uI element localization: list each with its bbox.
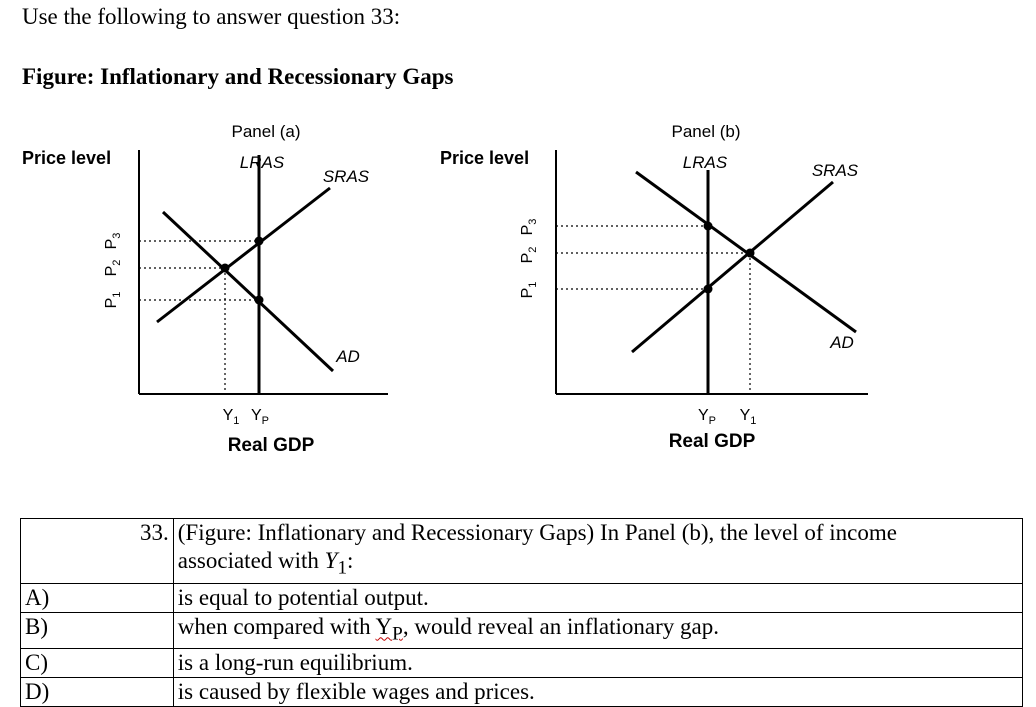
- option-row-c[interactable]: C) is a long-run equilibrium.: [20, 648, 1024, 679]
- svg-text:P1: P1: [103, 292, 123, 309]
- panel-a-sras-label: SRAS: [323, 167, 370, 186]
- panel-a-title: Panel (a): [232, 122, 301, 141]
- panel-a-p2-label: P2: [103, 260, 123, 277]
- panel-a-p1-label: P1: [103, 292, 123, 309]
- panel-b-lras-ad-point: [703, 221, 713, 231]
- panel-a-y1-label: Y1: [223, 407, 240, 427]
- panel-a-ylabel: Price level: [22, 148, 111, 168]
- option-text-a[interactable]: is equal to potential output.: [172, 582, 1024, 613]
- panel-b-p2-label: P2: [519, 247, 539, 264]
- panel-b-p3-label: P3: [519, 219, 539, 236]
- panel-a: Panel (a) Price level LRAS SRAS AD P3 P2…: [22, 122, 388, 456]
- panel-b-sras-line: [631, 180, 834, 354]
- panel-b-y1-label: Y1: [740, 407, 757, 427]
- stem-variable: Y: [324, 548, 338, 573]
- figure-title: Figure: Inflationary and Recessionary Ga…: [22, 64, 454, 89]
- option-b-variable: YP: [375, 613, 403, 645]
- svg-text:P1: P1: [519, 282, 539, 299]
- question-number: 33.: [20, 518, 174, 584]
- option-row-d[interactable]: D) is caused by flexible wages and price…: [20, 677, 1024, 707]
- option-letter-a[interactable]: A): [20, 582, 174, 613]
- question-stem-row: 33. (Figure: Inflationary and Recessiona…: [20, 518, 1024, 584]
- panel-b-sras-label: SRAS: [812, 161, 859, 180]
- panel-a-lras-label: LRAS: [240, 153, 285, 172]
- option-letter-b[interactable]: B): [20, 611, 174, 650]
- panel-b-equilibrium-point: [745, 248, 755, 258]
- svg-text:P2: P2: [103, 260, 123, 277]
- option-row-b[interactable]: B) when compared with YP, would reveal a…: [20, 611, 1024, 650]
- panel-a-yp-label: YP: [251, 407, 269, 427]
- panel-b-lras-label: LRAS: [683, 153, 728, 172]
- panel-b-p1-label: P1: [519, 282, 539, 299]
- option-b-suffix: , would reveal an inflationary gap.: [402, 613, 719, 639]
- svg-text:P3: P3: [103, 233, 123, 250]
- stem-suffix: :: [347, 548, 354, 573]
- stem-subscript: 1: [337, 557, 348, 579]
- panel-a-xlabel: Real GDP: [228, 435, 315, 456]
- panel-a-equilibrium-point: [220, 263, 230, 273]
- question-table: 33. (Figure: Inflationary and Recessiona…: [20, 518, 1024, 707]
- panel-a-sras-line: [156, 186, 331, 324]
- option-b-prefix: when compared with: [177, 613, 376, 639]
- panel-a-p3-label: P3: [103, 233, 123, 250]
- panel-b-title: Panel (b): [672, 122, 741, 141]
- panel-a-ad-line: [161, 210, 335, 373]
- option-letter-c[interactable]: C): [20, 648, 174, 679]
- option-text-d[interactable]: is caused by flexible wages and prices.: [172, 677, 1024, 707]
- stem-line-1: (Figure: Inflationary and Recessionary G…: [177, 520, 897, 545]
- panel-b: Panel (b) Price level LRAS SRAS AD P3 P2…: [440, 122, 868, 452]
- figure-panels: Panel (a) Price level LRAS SRAS AD P3 P2…: [22, 122, 868, 456]
- intro-text: Use the following to answer question 33:: [22, 4, 401, 29]
- option-row-a[interactable]: A) is equal to potential output.: [20, 582, 1024, 613]
- option-text-b[interactable]: when compared with YP, would reveal an i…: [172, 611, 1024, 650]
- stem-line-2-prefix: associated with: [177, 548, 325, 573]
- question-stem: (Figure: Inflationary and Recessionary G…: [172, 518, 1024, 584]
- panel-b-lras-sras-point: [703, 284, 713, 294]
- panel-b-ad-label: AD: [829, 333, 854, 352]
- panel-b-ylabel: Price level: [440, 148, 529, 168]
- panel-b-xlabel: Real GDP: [669, 431, 756, 452]
- panel-a-lras-ad-point: [254, 295, 264, 305]
- svg-text:P3: P3: [519, 219, 539, 236]
- svg-text:P2: P2: [519, 247, 539, 264]
- panel-a-lras-sras-point: [254, 236, 264, 246]
- option-letter-d[interactable]: D): [20, 677, 174, 707]
- panel-a-ad-label: AD: [335, 347, 360, 366]
- option-text-c[interactable]: is a long-run equilibrium.: [172, 648, 1024, 679]
- panel-b-yp-label: YP: [698, 407, 716, 427]
